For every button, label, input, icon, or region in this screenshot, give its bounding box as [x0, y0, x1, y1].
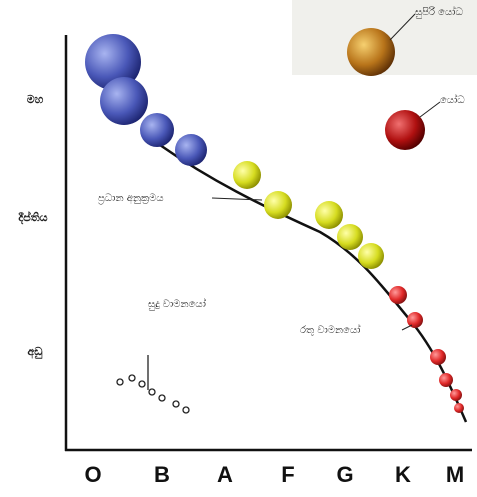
x-label: G [336, 462, 353, 487]
x-label: A [217, 462, 233, 487]
y-label-low: අඩු [28, 345, 43, 359]
red-dwarfs-label: රතු වාමනයෝ [300, 323, 360, 336]
white-dwarfs-label: සුදු වාමනයෝ [148, 297, 206, 310]
main-sequence-curve [160, 145, 466, 422]
main-sequence-label: ප්‍රධාන අනුක්‍රමය [98, 193, 164, 204]
x-label: M [446, 462, 464, 487]
x-label: O [84, 462, 101, 487]
diagram: ප්‍රධාන අනුක්‍රමය සුදු වාමනයෝ රතු වාමනයෝ… [0, 0, 477, 497]
x-label: K [395, 462, 411, 487]
white-dwarfs [117, 355, 189, 413]
y-label-high: මහ [27, 93, 44, 106]
x-label: F [281, 462, 294, 487]
stars [85, 28, 464, 413]
giants-label: යෝධ [440, 93, 465, 106]
supergiants-label: සුපිරි යෝධ [415, 5, 463, 18]
x-label: B [154, 462, 170, 487]
y-label-middle: දීප්තිය [18, 210, 48, 225]
